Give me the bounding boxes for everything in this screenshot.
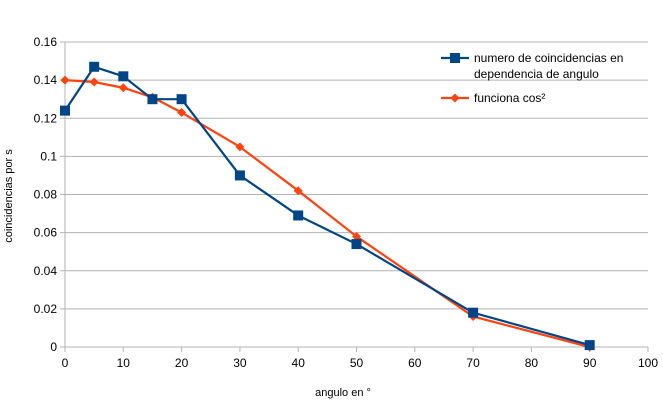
data-point [293,186,303,196]
x-tick-label: 50 [350,356,364,370]
data-point [468,307,479,318]
y-tick-label: 0.02 [34,302,58,316]
data-point [352,231,361,241]
data-point [177,108,187,118]
x-tick-labels: 0 10 20 30 40 50 60 70 80 90 100 [62,356,659,370]
x-tick-label: 80 [525,356,539,370]
data-point [89,77,99,87]
series-line [64,65,590,347]
data-point [89,61,100,72]
legend-label: dependencia de angulo [474,67,599,81]
x-tick-label: 70 [466,356,480,370]
data-point [118,71,129,82]
y-tick-label: 0.08 [34,188,58,202]
y-tick-labels: 0 0.02 0.04 0.06 0.08 0.1 0.12 0.14 0.16 [34,35,58,354]
data-point [584,340,595,351]
x-tick-label: 20 [175,356,189,370]
x-tick-label: 100 [638,356,658,370]
data-point [147,94,158,105]
y-tick-label: 0.16 [34,35,58,49]
grid-lines [65,41,648,310]
legend-item: funciona cos² [441,91,545,105]
series-line [64,79,590,349]
y-tick-label: 0 [50,340,57,354]
series-coincidencias [60,61,595,351]
data-point [450,93,460,103]
data-point [176,94,187,105]
legend-item: numero de coincidencias en dependencia de… [441,51,623,81]
y-tick-label: 0.1 [40,149,57,163]
series-cos2 [60,75,595,352]
data-point [118,83,128,93]
y-tick-label: 0.14 [34,73,58,87]
y-tick-label: 0.12 [34,111,58,125]
y-tick-label: 0.04 [34,264,58,278]
data-point [235,142,245,152]
y-tick-label: 0.06 [34,226,58,240]
x-tick-label: 10 [117,356,131,370]
y-axis-title: coincidencias por s [3,149,15,243]
x-axis-title: angulo en ° [315,387,371,399]
x-tick-label: 40 [292,356,306,370]
data-point [234,170,245,181]
legend-label: funciona cos² [474,91,545,105]
data-point [450,53,460,63]
x-tick-label: 30 [233,356,247,370]
data-point [60,75,70,85]
x-tick-label: 60 [408,356,422,370]
x-tick-label: 0 [62,356,69,370]
x-tick-label: 90 [583,356,597,370]
data-point [293,210,304,221]
data-point [351,239,362,250]
data-point [60,105,70,116]
series-group [60,61,595,352]
legend: numero de coincidencias en dependencia de… [441,51,623,105]
axes [60,41,649,352]
legend-label: numero de coincidencias en [474,51,623,65]
